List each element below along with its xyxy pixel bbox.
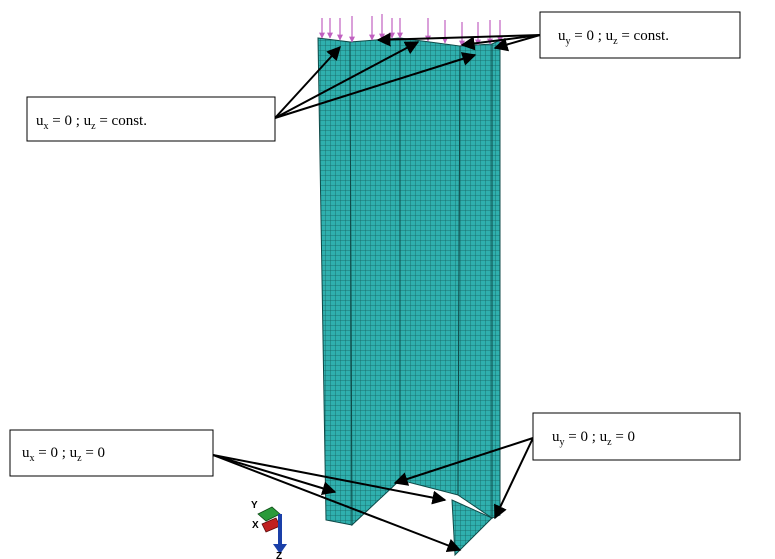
axis-label: Z	[276, 551, 282, 559]
axis-triad: Y X Z	[251, 500, 287, 559]
text-segment: = const.	[618, 28, 669, 44]
text-segment: = const.	[96, 113, 147, 129]
text-segment: = 0 ;	[565, 429, 600, 445]
text-segment: = 0 ;	[35, 445, 70, 461]
text-segment: = 0 ;	[49, 113, 84, 129]
text-segment: = 0	[612, 429, 635, 445]
axis-label: Y	[251, 500, 258, 511]
text-segment: = 0 ;	[571, 28, 606, 44]
text-segment: = 0	[82, 445, 105, 461]
callout-3: uy = 0 ; uz = 0	[533, 413, 740, 460]
callout-0: ux = 0 ; uz = const.	[27, 97, 275, 141]
callout-1: uy = 0 ; uz = const.	[540, 12, 740, 58]
diagram: ux = 0 ; uz = const. uy = 0 ; uz = const…	[0, 0, 775, 559]
callout-2: ux = 0 ; uz = 0	[10, 430, 213, 476]
axis-label: X	[252, 520, 259, 531]
